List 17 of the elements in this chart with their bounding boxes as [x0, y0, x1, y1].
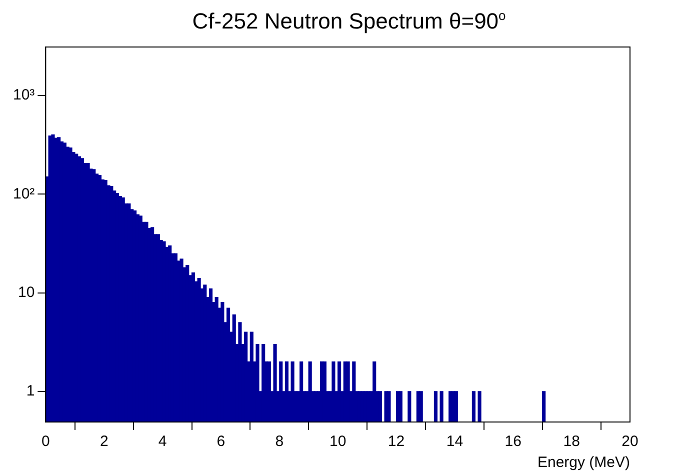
x-tick-label: 14	[446, 433, 464, 450]
x-tick-label: 0	[42, 433, 50, 450]
x-tick-label: 4	[158, 433, 167, 450]
y-tick-label: 1	[26, 382, 35, 400]
x-tick-label: 2	[100, 433, 108, 450]
x-tick-label: 6	[216, 433, 226, 450]
x-tick-label: 8	[275, 433, 284, 450]
x-tick-label: 20	[622, 433, 638, 450]
y-tick-label: 10	[18, 284, 35, 301]
x-tick-label: 18	[563, 433, 580, 450]
chart-title: Cf-252 Neutron Spectrum θ=90$^{o}$	[191, 8, 507, 34]
x-tick-label: 16	[504, 433, 522, 450]
y-tick-label: 10²	[12, 185, 35, 202]
y-tick-label: 10³	[12, 86, 35, 104]
x-tick-label: 10	[329, 433, 346, 450]
x-tick-label: 12	[388, 433, 405, 450]
x-axis-title: Energy (MeV)	[537, 454, 630, 472]
